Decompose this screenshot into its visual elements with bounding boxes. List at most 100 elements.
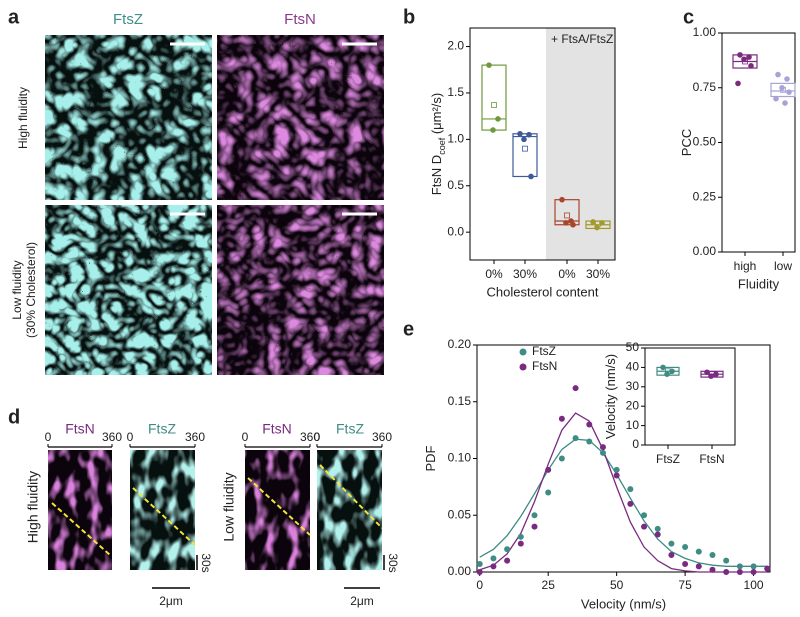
panel-label: c (683, 6, 694, 28)
data-point (586, 421, 593, 428)
panel-label: d (8, 406, 20, 428)
data-point (654, 531, 661, 538)
data-point (570, 221, 576, 228)
annotation: + FtsA/FtsZ (551, 32, 613, 46)
time-scale: 30s (386, 553, 400, 572)
data-point (660, 364, 666, 371)
x-tick-label: FtsZ (656, 452, 680, 466)
data-point (748, 63, 754, 69)
data-point (599, 220, 605, 226)
y-tick-label: 50 (626, 340, 640, 354)
row-label: (30% Cholesterol) (24, 242, 38, 338)
data-point (586, 438, 593, 445)
y-tick-label: 0.25 (693, 189, 717, 203)
data-point (723, 557, 730, 564)
x-tick-label: 30% (586, 267, 610, 281)
y-axis-label-part: Velocity (nm/s) (603, 354, 618, 439)
kymo-tick-label: 360 (300, 430, 320, 444)
y-tick-label: 2.0 (447, 39, 464, 53)
y-tick-label: 0.15 (448, 394, 472, 408)
data-point (545, 489, 552, 496)
data-point (713, 371, 719, 377)
data-point (695, 563, 702, 570)
x-tick-label: low (774, 259, 792, 273)
y-tick-label: 0.00 (693, 244, 717, 258)
y-tick-label: 1.5 (447, 85, 464, 99)
channel-title: FtsN (65, 421, 95, 437)
plot-frame (469, 27, 616, 261)
box-mean (491, 102, 497, 108)
box-mean (522, 145, 528, 152)
y-tick-label: 20 (626, 398, 640, 412)
x-tick-label: 50 (610, 578, 624, 592)
data-point (613, 466, 620, 473)
kymographs (48, 450, 385, 589)
plot-frame (721, 32, 796, 253)
data-point (704, 369, 710, 376)
plot-frame (644, 347, 736, 446)
data-point (521, 136, 527, 143)
x-axis-label: Velocity (nm/s) (581, 596, 666, 611)
y-tick-label: 0.50 (693, 135, 717, 149)
fit-curve (479, 438, 768, 567)
data-point (627, 500, 634, 507)
y-axis-label-part: coef (437, 137, 447, 155)
data-point (782, 100, 788, 106)
data-point (773, 95, 779, 102)
panel-label: a (8, 6, 20, 28)
data-point (750, 563, 757, 570)
y-tick-label: 0.0 (447, 224, 464, 238)
data-point (779, 84, 785, 91)
x-tick-label: high (734, 259, 757, 273)
data-point (735, 80, 741, 87)
channel-title: FtsN (262, 421, 292, 437)
data-point (723, 569, 730, 575)
box-mean (564, 212, 570, 219)
y-tick-label: 1.00 (693, 25, 717, 39)
data-point (545, 466, 552, 473)
data-point (775, 71, 781, 78)
y-axis-label-part: (μm²/s) (429, 93, 444, 138)
data-point (750, 569, 757, 575)
data-point (490, 555, 497, 562)
y-tick-label: 1.0 (447, 132, 464, 146)
y-tick-label: 30 (626, 379, 640, 393)
data-point (682, 561, 689, 568)
data-point (786, 89, 792, 95)
y-tick-label: 10 (626, 418, 640, 432)
legend-marker (519, 363, 527, 371)
legend-label: FtsN (532, 359, 557, 373)
y-axis-label-part: FtsN D (429, 155, 444, 195)
data-point (490, 127, 496, 133)
y-axis-label-part: PDF (423, 445, 438, 471)
legend-label: FtsZ (532, 344, 556, 358)
data-point (709, 551, 716, 558)
x-tick-label: 0 (476, 578, 483, 592)
data-point (709, 566, 716, 573)
legend-marker (519, 348, 527, 356)
data-point (736, 563, 743, 570)
data-point (476, 569, 483, 575)
box (770, 82, 796, 98)
row-label: High fluidity (16, 87, 30, 149)
y-axis-label: PCC (679, 129, 694, 156)
y-tick-label: 0.75 (693, 80, 717, 94)
kymo-tick-label: 0 (314, 430, 321, 444)
box (481, 64, 507, 131)
data-point (486, 62, 492, 68)
data-point (563, 220, 569, 226)
data-point (664, 371, 670, 377)
length-scale: 2μm (159, 594, 183, 608)
data-point (627, 486, 634, 493)
y-tick-label: 0.20 (448, 337, 472, 351)
y-axis-label: Velocity (nm/s) (603, 354, 618, 439)
kymo-tick-label: 360 (185, 430, 205, 444)
y-tick-label: 0.10 (448, 451, 472, 465)
data-point (531, 523, 538, 530)
data-point (641, 512, 648, 519)
box (512, 133, 538, 178)
length-scale: 2μm (350, 594, 374, 608)
channel-title: FtsZ (148, 421, 176, 437)
x-tick-label: 100 (744, 578, 764, 592)
